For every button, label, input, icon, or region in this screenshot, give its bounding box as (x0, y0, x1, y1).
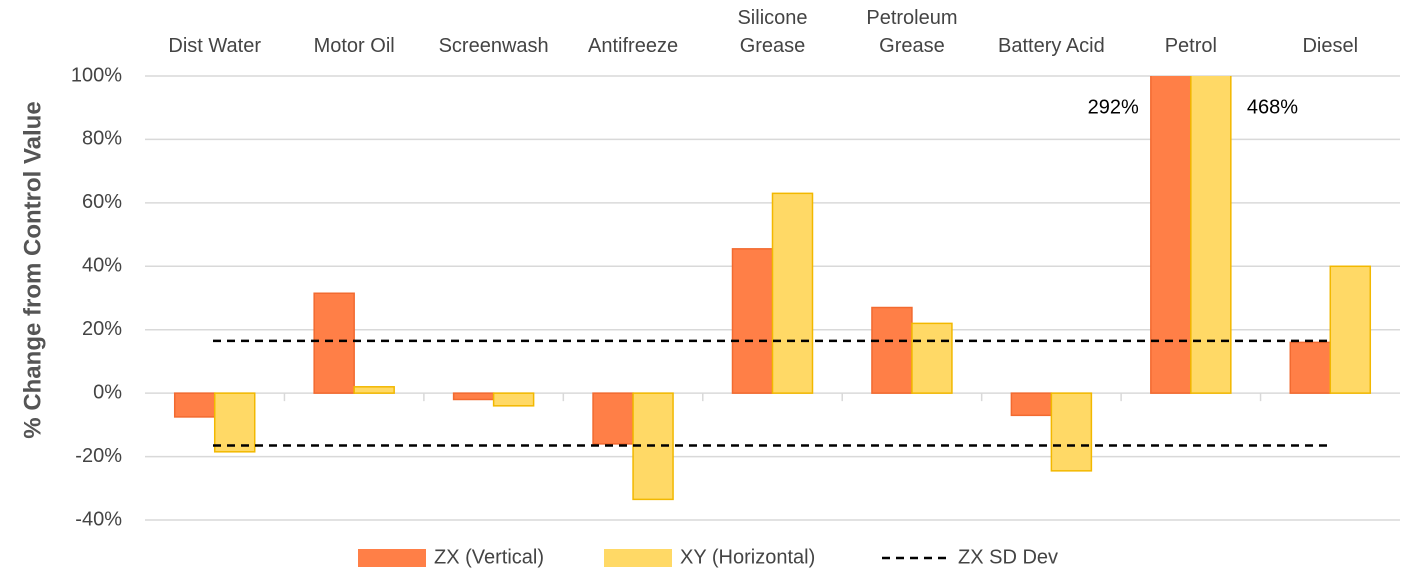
bar (452, 392, 495, 401)
value-label: 292% (1088, 96, 1139, 118)
category-label: Dist Water (168, 35, 262, 57)
legend-swatch (358, 549, 426, 567)
y-tick-label: 80% (82, 128, 122, 150)
bar (771, 192, 814, 394)
category-label: Silicone Grease (737, 7, 808, 57)
y-tick-label: -20% (75, 445, 122, 467)
y-tick-label: 60% (82, 191, 122, 213)
category-label: Antifreeze (588, 35, 679, 57)
bar (731, 248, 774, 394)
category-label: Battery Acid (998, 35, 1105, 57)
bar (213, 392, 256, 453)
bar (313, 292, 355, 394)
value-label: 468% (1247, 96, 1298, 118)
bar (1010, 392, 1053, 417)
bar (592, 392, 634, 445)
y-tick-label: 20% (82, 318, 122, 340)
legend-label: XY (Horizontal) (680, 546, 815, 568)
category-label: Petrol (1164, 35, 1217, 57)
bar (1289, 341, 1332, 394)
y-tick-label: 0% (93, 381, 122, 403)
bars (173, 76, 1372, 501)
y-axis-label: % Change from Control Value (19, 101, 46, 438)
legend-swatch (604, 549, 672, 567)
bar (173, 392, 216, 418)
bar (871, 306, 913, 394)
category-label: Diesel (1302, 35, 1359, 57)
category-label: Screenwash (438, 35, 549, 57)
y-tick-label: -40% (75, 508, 122, 530)
bar (492, 392, 535, 407)
bar (1050, 392, 1093, 472)
category-label: Petroleum Grease (866, 7, 958, 57)
y-tick-label: 40% (82, 255, 122, 277)
category-label: Motor Oil (313, 35, 395, 57)
legend-label: ZX (Vertical) (434, 546, 544, 568)
bar (1329, 265, 1372, 394)
legend-label: ZX SD Dev (958, 546, 1058, 568)
bar (353, 386, 395, 394)
y-tick-label: 100% (71, 64, 122, 86)
bar (911, 322, 953, 394)
